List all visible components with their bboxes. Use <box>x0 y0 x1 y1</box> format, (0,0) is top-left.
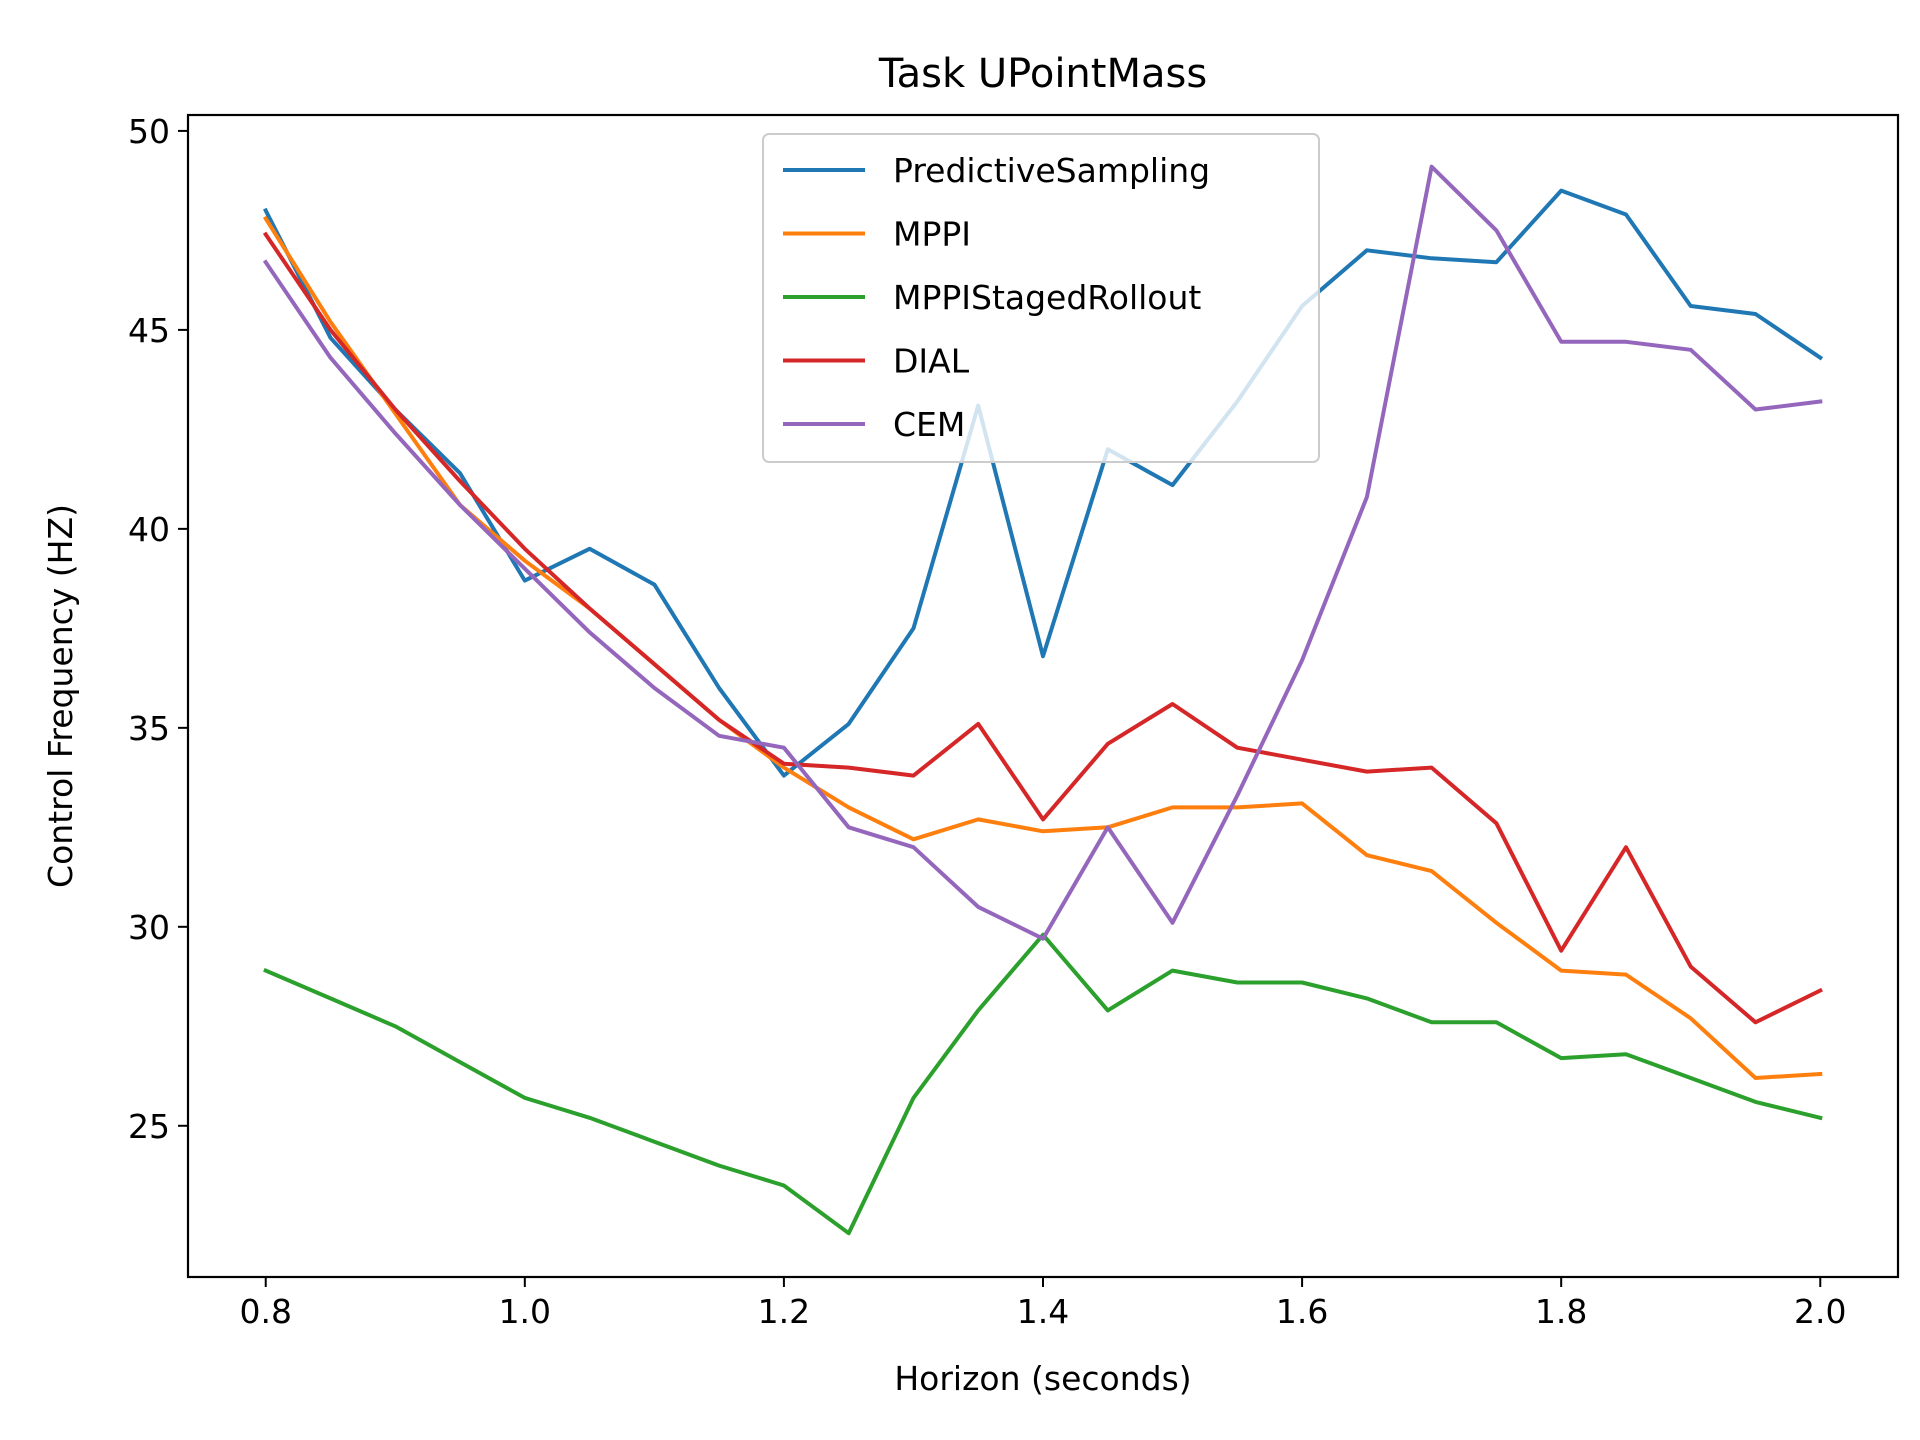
y-tick-label: 30 <box>128 908 170 947</box>
legend-label-mppistagedrollout: MPPIStagedRollout <box>893 278 1201 317</box>
x-tick-label: 1.0 <box>499 1292 551 1331</box>
chart-title: Task UPointMass <box>878 51 1207 97</box>
series-line-predictivesampling <box>263 188 1824 778</box>
y-tick-label: 40 <box>128 510 170 549</box>
x-tick-label: 1.6 <box>1276 1292 1328 1331</box>
series-line-mppi <box>262 215 1823 1080</box>
x-tick-label: 2.0 <box>1794 1292 1846 1331</box>
x-tick-label: 1.4 <box>1017 1292 1069 1331</box>
y-tick-label: 25 <box>128 1107 170 1146</box>
series-line-cem <box>262 164 1823 941</box>
x-tick-label: 1.2 <box>758 1292 810 1331</box>
y-tick-label: 35 <box>128 709 170 748</box>
x-axis-label: Horizon (seconds) <box>894 1359 1191 1398</box>
series-layer <box>262 164 1824 1236</box>
legend-label-dial: DIAL <box>893 342 970 381</box>
y-tick-label: 45 <box>128 311 170 350</box>
legend-label-predictivesampling: PredictiveSampling <box>893 151 1210 190</box>
x-tick-label: 0.8 <box>239 1292 291 1331</box>
legend: PredictiveSampling MPPI MPPIStagedRollout D… <box>762 133 1320 463</box>
legend-box <box>762 133 1320 463</box>
legend-label-cem: CEM <box>893 405 965 444</box>
legend-label-mppi: MPPI <box>893 215 971 254</box>
x-axis: 0.8 1.0 1.2 1.4 1.6 1.8 2.0 <box>239 1277 1847 1331</box>
y-axis: 25 30 35 40 45 50 <box>128 112 188 1146</box>
x-tick-label: 1.8 <box>1535 1292 1587 1331</box>
y-tick-label: 50 <box>128 112 170 151</box>
y-axis-label: Control Frequency (HZ) <box>41 504 80 888</box>
series-line-dial <box>262 231 1823 1025</box>
